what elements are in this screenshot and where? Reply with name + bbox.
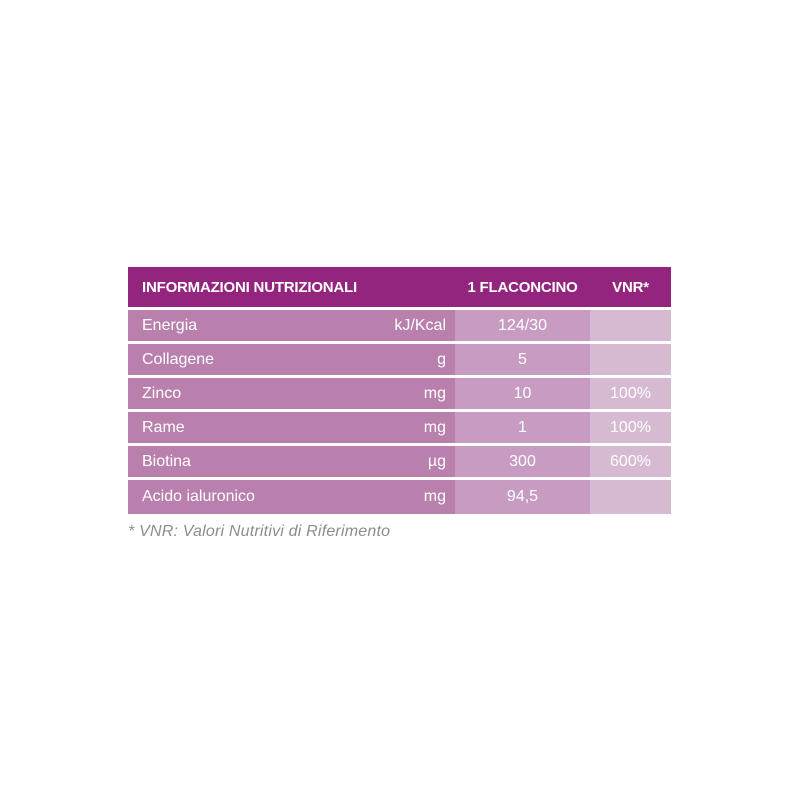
nutrient-value: 5 [518, 350, 527, 368]
nutrient-name-cell: Energia kJ/Kcal [128, 310, 455, 341]
table-row: Acido ialuronico mg 94,5 [128, 480, 671, 514]
nutrition-table: INFORMAZIONI NUTRIZIONALI 1 FLACONCINO V… [128, 267, 671, 514]
nutrient-name: Acido ialuronico [142, 488, 255, 505]
nutrient-name-cell: Rame mg [128, 412, 455, 443]
nutrient-name: Energia [142, 316, 198, 334]
nutrient-name-cell: Acido ialuronico mg [128, 480, 455, 514]
nutrient-value: 94,5 [506, 488, 539, 505]
nutrient-unit: mg [423, 488, 446, 505]
nutrient-name: Rame [142, 418, 185, 436]
header-vnr: VNR* [612, 278, 649, 296]
table-row: Biotina µg 300 600% [128, 446, 671, 477]
nutrient-vnr-cell: 100% [590, 378, 671, 409]
nutrition-table-body: Energia kJ/Kcal 124/30 Collagene g 5 Zin… [128, 310, 671, 514]
nutrient-value-cell: 94,5 [455, 480, 590, 514]
nutrient-name: Collagene [142, 350, 215, 368]
nutrient-vnr-cell: 100% [590, 412, 671, 443]
nutrient-value: 124/30 [498, 316, 547, 334]
nutrient-name: Zinco [142, 384, 182, 402]
table-row: Rame mg 1 100% [128, 412, 671, 443]
table-row: Energia kJ/Kcal 124/30 [128, 310, 671, 341]
nutrient-name-cell: Collagene g [128, 344, 455, 375]
nutrient-vnr-cell: 600% [590, 446, 671, 477]
nutrient-unit: µg [427, 452, 446, 470]
nutrient-vnr-cell [590, 480, 671, 514]
nutrient-value: 300 [509, 452, 536, 470]
header-flaconcino: 1 FLACONCINO [467, 278, 578, 296]
header-info-nutrizionali: INFORMAZIONI NUTRIZIONALI [142, 278, 357, 296]
nutrition-table-header: INFORMAZIONI NUTRIZIONALI 1 FLACONCINO V… [128, 267, 671, 307]
table-row: Collagene g 5 [128, 344, 671, 375]
nutrient-value-cell: 300 [455, 446, 590, 477]
nutrient-name: Biotina [142, 452, 191, 470]
nutrient-unit: kJ/Kcal [394, 316, 446, 334]
nutrient-unit: mg [423, 418, 446, 436]
nutrient-value-cell: 5 [455, 344, 590, 375]
nutrient-value-cell: 124/30 [455, 310, 590, 341]
nutrient-vnr: 100% [610, 418, 651, 436]
nutrient-value: 10 [513, 384, 532, 402]
nutrient-vnr: 600% [610, 452, 651, 470]
nutrient-value-cell: 10 [455, 378, 590, 409]
nutrient-name-cell: Zinco mg [128, 378, 455, 409]
nutrient-unit: g [437, 350, 446, 368]
nutrient-value-cell: 1 [455, 412, 590, 443]
nutrient-vnr: 100% [610, 384, 651, 402]
table-row: Zinco mg 10 100% [128, 378, 671, 409]
nutrient-vnr-cell [590, 344, 671, 375]
nutrient-value: 1 [518, 418, 527, 436]
nutrient-name-cell: Biotina µg [128, 446, 455, 477]
nutrient-unit: mg [423, 384, 446, 402]
vnr-footnote: * VNR: Valori Nutritivi di Riferimento [128, 523, 391, 540]
nutrient-vnr-cell [590, 310, 671, 341]
